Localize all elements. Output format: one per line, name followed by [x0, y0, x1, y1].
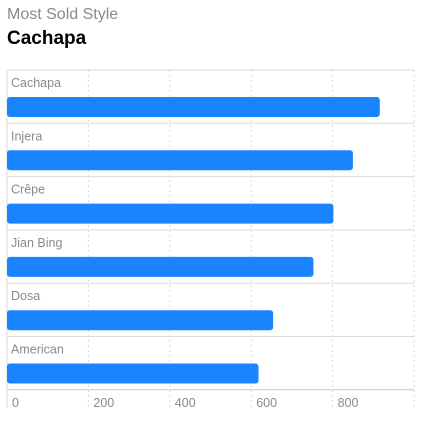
x-tick-label: 600 [256, 396, 277, 410]
bar-injera [7, 150, 353, 171]
bar-dosa [7, 310, 274, 331]
chart-header: Most Sold Style Cachapa [7, 5, 118, 51]
x-tick-label: 0 [12, 396, 19, 410]
chart-subtitle: Most Sold Style [7, 6, 119, 23]
chart-title: Cachapa [7, 28, 87, 49]
bar-jian-bing [7, 256, 314, 277]
x-tick-label: 800 [338, 396, 359, 410]
x-tick-label: 400 [175, 396, 196, 410]
bar-cachapa [7, 97, 380, 117]
bar-cr-pe [7, 203, 334, 224]
category-label: American [11, 343, 64, 357]
category-label: Dosa [11, 289, 40, 303]
bar-american [7, 363, 259, 384]
category-label: Cachapa [11, 76, 61, 90]
x-tick-label: 200 [93, 396, 114, 410]
category-label: Injera [11, 129, 42, 143]
category-label: Crêpe [11, 183, 45, 197]
category-label: Jian Bing [11, 236, 62, 250]
